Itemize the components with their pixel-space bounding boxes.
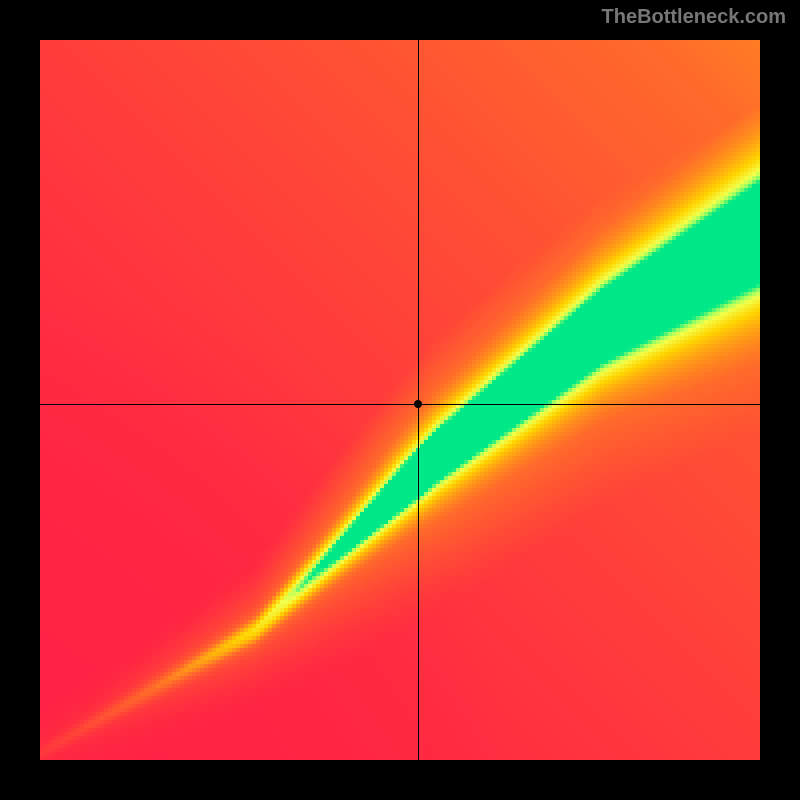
watermark-text: TheBottleneck.com (602, 6, 786, 29)
crosshair-point (414, 400, 422, 408)
plot-area (40, 40, 760, 760)
heatmap-canvas (40, 40, 760, 760)
crosshair-horizontal (40, 404, 760, 405)
figure-container: TheBottleneck.com (0, 0, 800, 800)
